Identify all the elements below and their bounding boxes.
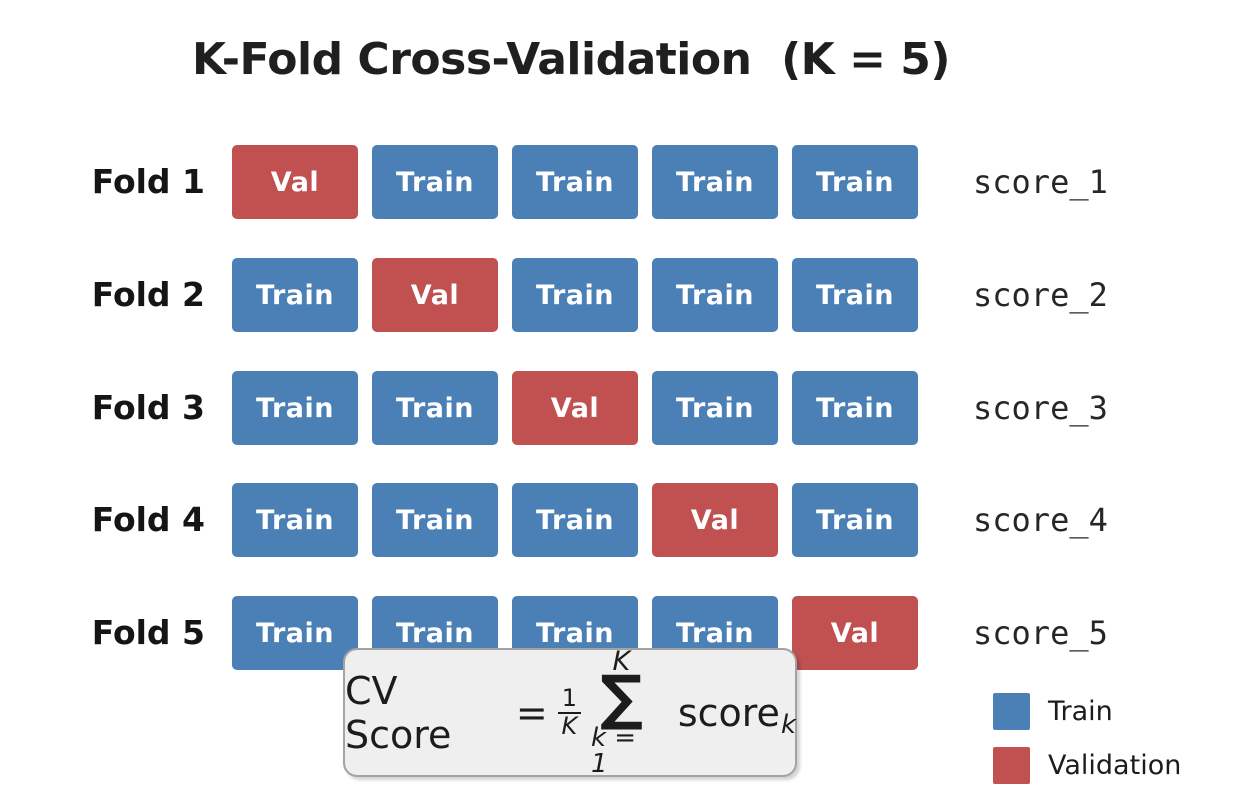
summation: K ∑ k = 1 <box>591 648 652 777</box>
train-cell: Train <box>232 258 358 332</box>
fold-row: Fold 4 Train Train Train Val Train score_4 <box>0 483 1239 557</box>
fold-row: Fold 2 Train Val Train Train Train score_2 <box>0 258 1239 332</box>
fold-label: Fold 4 <box>91 500 205 539</box>
legend-item: Train <box>993 693 1113 730</box>
val-cell: Val <box>652 483 778 557</box>
legend-label: Validation <box>1048 750 1182 781</box>
val-cell: Val <box>372 258 498 332</box>
formula-rhs: scorek <box>677 690 796 740</box>
train-cell: Train <box>512 145 638 219</box>
train-cell: Train <box>232 596 358 670</box>
train-cell: Train <box>652 371 778 445</box>
score-label: score_2 <box>973 276 1108 314</box>
equals-sign: = <box>515 690 548 735</box>
val-cell: Val <box>792 596 918 670</box>
fold-row: Fold 1 Val Train Train Train Train score_1 <box>0 145 1239 219</box>
summation-upper-limit: K <box>612 645 631 677</box>
train-cell: Train <box>512 483 638 557</box>
train-cell: Train <box>512 258 638 332</box>
val-cell: Val <box>512 371 638 445</box>
train-cell: Train <box>792 145 918 219</box>
train-swatch <box>993 693 1030 730</box>
train-cell: Train <box>652 258 778 332</box>
score-label: score_5 <box>973 614 1108 652</box>
fold-label: Fold 5 <box>91 613 205 652</box>
legend-item: Validation <box>993 747 1181 784</box>
train-cell: Train <box>372 145 498 219</box>
fold-label: Fold 1 <box>91 162 205 201</box>
train-cell: Train <box>372 483 498 557</box>
score-label: score_3 <box>973 389 1108 427</box>
train-cell: Train <box>232 483 358 557</box>
val-cell: Val <box>232 145 358 219</box>
train-cell: Train <box>792 483 918 557</box>
train-cell: Train <box>792 371 918 445</box>
fold-row: Fold 3 Train Train Val Train Train score_3 <box>0 371 1239 445</box>
score-label: score_1 <box>973 163 1108 201</box>
fraction-numerator: 1 <box>557 686 581 714</box>
train-cell: Train <box>232 371 358 445</box>
formula-lhs: CV Score <box>345 668 452 757</box>
cv-score-formula-box: CV Score = 1 K K ∑ k = 1 scorek <box>343 648 797 777</box>
sigma-icon: ∑ <box>599 662 643 733</box>
validation-swatch <box>993 747 1030 784</box>
score-subscript: k <box>780 709 796 740</box>
score-label: score_4 <box>973 501 1108 539</box>
train-cell: Train <box>652 145 778 219</box>
summation-lower-limit: k = 1 <box>590 723 637 780</box>
legend-label: Train <box>1048 696 1113 727</box>
fold-label: Fold 2 <box>91 275 205 314</box>
train-cell: Train <box>792 258 918 332</box>
score-term: score <box>677 690 780 735</box>
train-cell: Train <box>372 371 498 445</box>
fold-label: Fold 3 <box>91 388 205 427</box>
diagram-title: K-Fold Cross-Validation (K = 5) <box>191 34 951 85</box>
fraction-denominator: K <box>561 711 578 740</box>
fraction-one-over-k: 1 K <box>557 686 581 740</box>
